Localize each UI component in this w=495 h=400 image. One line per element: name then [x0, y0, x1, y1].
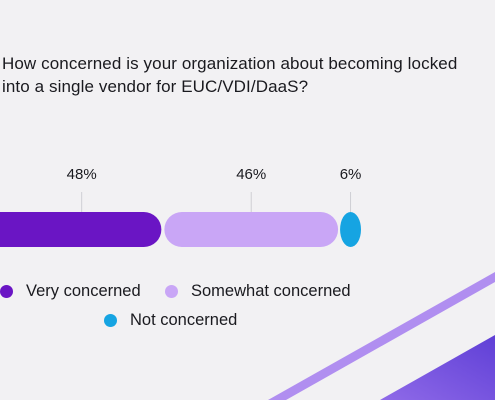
decor-stripe-thin — [268, 272, 495, 400]
stacked-bar-chart: 48% 46% 6% — [0, 166, 362, 247]
legend-label: Very concerned — [26, 282, 141, 300]
legend-label: Not concerned — [130, 311, 238, 329]
legend-swatch — [104, 314, 117, 327]
data-label: 6% — [340, 166, 362, 183]
data-label: 48% — [67, 166, 97, 183]
decor-stripe-wide — [380, 335, 495, 400]
bar-segment-very-concerned — [0, 212, 162, 247]
bar-segment-not-concerned — [340, 212, 361, 247]
data-label: 46% — [236, 166, 266, 183]
legend-swatch — [165, 285, 178, 298]
legend-item-very-concerned: Very concerned — [0, 282, 141, 301]
legend-swatch — [0, 285, 13, 298]
bar-segment-somewhat-concerned — [164, 212, 339, 247]
legend-label: Somewhat concerned — [191, 282, 351, 300]
legend-item-somewhat-concerned: Somewhat concerned — [165, 282, 351, 301]
chart-title: How concerned is your organization about… — [2, 54, 458, 96]
legend-item-not-concerned: Not concerned — [104, 311, 237, 330]
